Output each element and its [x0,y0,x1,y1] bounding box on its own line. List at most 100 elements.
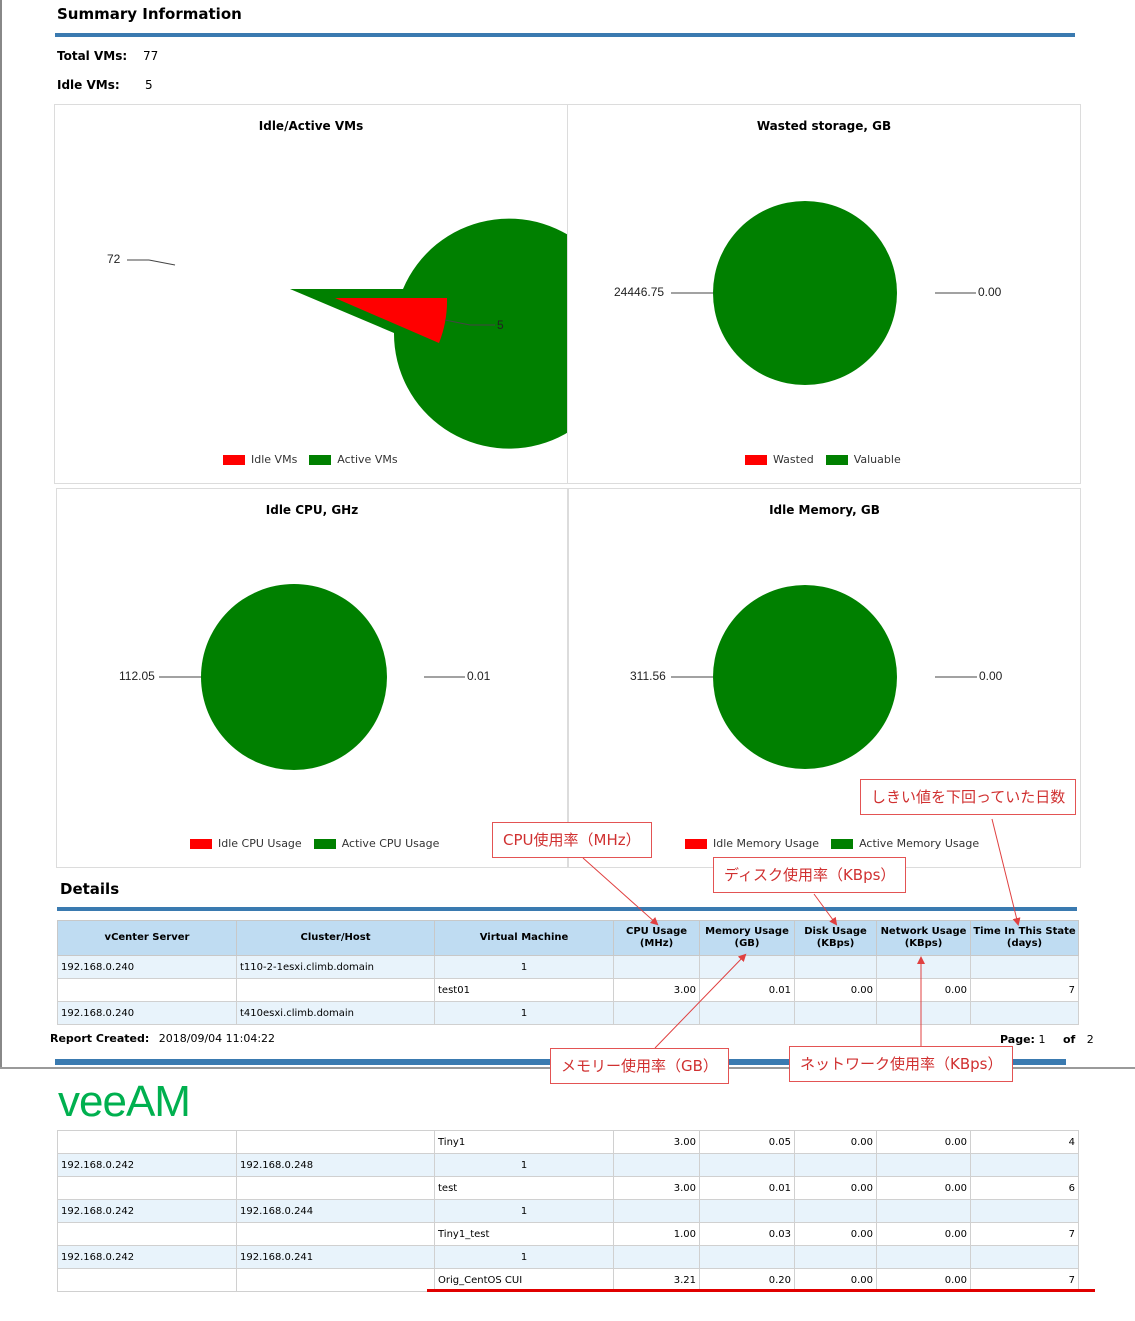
cell-cpu [613,1245,700,1269]
cell-network [876,955,971,979]
cell-memory: 0.01 [699,1176,795,1200]
table-row: test01 3.00 0.01 0.00 0.00 7 [57,978,1079,1002]
table-row: 192.168.0.240 t110-2-1esxi.climb.domain … [57,955,1079,979]
callout-days-below-threshold: しきい値を下回っていた日数 [860,779,1077,815]
col-header-time[interactable]: Time In This State (days) [970,920,1079,956]
cell-vm: test01 [434,978,614,1002]
page-left-border [0,0,2,1068]
legend-label-wasted: Wasted [773,453,814,466]
cell-cluster: 192.168.0.241 [236,1245,435,1269]
cell-time [970,1153,1079,1177]
callout-memory-usage: メモリー使用率（GB） [550,1048,729,1084]
col-header-disk[interactable]: Disk Usage (KBps) [794,920,877,956]
col-header-cpu[interactable]: CPU Usage (MHz) [613,920,700,956]
details-title: Details [60,880,120,898]
chart-panel-cpu: Idle CPU, GHz 112.05 0.01 Idle CPU Usage… [56,488,568,868]
details-rule [57,907,1077,911]
pie-label-active: 112.05 [119,669,155,683]
callout-disk-usage: ディスク使用率（KBps） [713,857,907,893]
legend-swatch-active-cpu [313,838,336,849]
cell-cluster [236,978,435,1002]
table-row: 192.168.0.242 192.168.0.244 1 [57,1199,1079,1223]
cell-cpu [613,1153,700,1177]
pie-label-active: 311.56 [630,669,666,683]
cell-cluster: t410esxi.climb.domain [236,1001,435,1025]
cell-time: 7 [970,978,1079,1002]
page-current: 1 [1038,1033,1046,1046]
cell-network [876,1245,971,1269]
col-header-vcenter[interactable]: vCenter Server [57,920,237,956]
total-vms-value: 77 [143,49,159,63]
legend-swatch-valuable [825,454,848,465]
chart-title: Idle/Active VMs [258,119,364,133]
cell-disk [794,1199,877,1223]
chart-title: Idle CPU, GHz [265,503,359,517]
table-row: 192.168.0.242 192.168.0.241 1 [57,1245,1079,1269]
table-row: Orig_CentOS CUI 3.21 0.20 0.00 0.00 7 [57,1268,1079,1292]
cell-network: 0.00 [876,978,971,1002]
cell-vm: Tiny1_test [434,1222,614,1246]
cell-disk: 0.00 [794,1176,877,1200]
pie-slice-idle [335,298,448,343]
legend-label-active-cpu: Active CPU Usage [341,837,440,850]
callout-cpu-usage: CPU使用率（MHz） [492,822,652,858]
cell-vcenter: 192.168.0.242 [57,1153,237,1177]
legend-label-valuable: Valuable [853,453,901,466]
page-of: of [1062,1033,1076,1046]
pie-label-idle: 0.00 [978,285,1002,299]
chart-legend: Idle CPU Usage Active CPU Usage [190,837,439,850]
cell-vcenter: 192.168.0.240 [57,955,237,979]
chart-panel-idle-active: Idle/Active VMs 72 5 Idle VMs Active VMs [54,104,568,484]
cell-memory: 0.03 [699,1222,795,1246]
cell-cluster: t110-2-1esxi.climb.domain [236,955,435,979]
cell-cpu: 1.00 [613,1222,700,1246]
cell-disk [794,955,877,979]
cell-disk [794,1001,877,1025]
page-indicator: Page: 1 of 2 [1000,1033,1094,1046]
cell-disk [794,1153,877,1177]
cell-network [876,1199,971,1223]
cell-network: 0.00 [876,1130,971,1154]
cell-cluster [236,1222,435,1246]
cell-vcenter: 192.168.0.240 [57,1001,237,1025]
cell-memory [699,1001,795,1025]
storage-pie [671,201,976,385]
summary-rule [55,33,1075,37]
chart-title: Wasted storage, GB [756,119,892,133]
table-row: Tiny1_test 1.00 0.03 0.00 0.00 7 [57,1222,1079,1246]
col-header-memory[interactable]: Memory Usage (GB) [699,920,795,956]
table-header-row: vCenter Server Cluster/Host Virtual Mach… [57,920,1079,956]
page-label: Page: [1000,1033,1035,1046]
col-header-cluster[interactable]: Cluster/Host [236,920,435,956]
cell-cluster [236,1176,435,1200]
col-header-network[interactable]: Network Usage (KBps) [876,920,971,956]
pie-slice-active-cpu [201,584,387,770]
memory-pie [671,585,977,769]
report-created-value: 2018/09/04 11:04:22 [158,1032,276,1045]
cell-time [970,1199,1079,1223]
cell-cpu [613,1199,700,1223]
idle-vms-label: Idle VMs: [57,78,120,92]
cell-vm: 1 [434,1199,614,1223]
legend-label-idle-memory: Idle Memory Usage [713,837,820,850]
leader-line-active-2 [148,259,176,266]
cell-cpu [613,955,700,979]
cell-time [970,955,1079,979]
cell-time: 6 [970,1176,1079,1200]
cell-memory [699,1199,795,1223]
cell-cluster: 192.168.0.244 [236,1199,435,1223]
idle-vms-value: 5 [145,78,153,92]
cell-cpu: 3.00 [613,978,700,1002]
legend-label-active-memory: Active Memory Usage [859,837,980,850]
cell-vcenter: 192.168.0.242 [57,1245,237,1269]
cell-network: 0.00 [876,1268,971,1292]
pie-label-idle: 5 [497,318,504,332]
cell-disk: 0.00 [794,1222,877,1246]
legend-label-idle: Idle VMs [251,453,298,466]
table-row: test 3.00 0.01 0.00 0.00 6 [57,1176,1079,1200]
pie-slice-active-memory [713,585,897,769]
cell-memory: 0.01 [699,978,795,1002]
total-vms-label: Total VMs: [57,49,128,63]
col-header-vm[interactable]: Virtual Machine [434,920,614,956]
cell-memory [699,1153,795,1177]
